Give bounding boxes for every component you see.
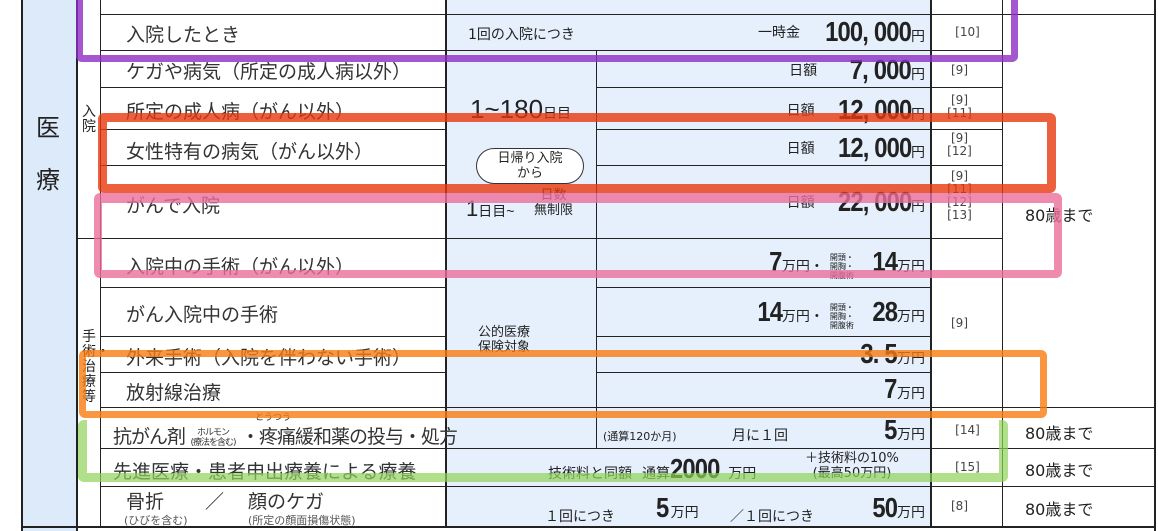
amount-row: 一時金 100, 000円: [758, 16, 925, 48]
amount-prefix: 日額: [786, 141, 815, 157]
reference-code: [9]: [951, 316, 968, 330]
red-highlight-mark: [98, 113, 1056, 193]
period-note: (通算120か月): [603, 430, 677, 443]
reference-code: [10]: [955, 25, 980, 39]
orange-highlight-mark: [79, 350, 1047, 418]
amount-unit: 万円: [781, 309, 810, 325]
amount-prefix: 一時金: [758, 25, 800, 41]
frequency: 月に１回: [732, 428, 788, 444]
pink-highlight-mark: [94, 193, 1062, 278]
amount-value: 28: [872, 296, 898, 327]
amount-row: 7万円: [882, 373, 925, 405]
item-label: 入院したとき: [126, 24, 241, 46]
amount-unit: 円: [911, 199, 925, 215]
item-label: 放射線治療: [126, 382, 222, 404]
item-label: ケガや病気（所定の成人病以外）: [126, 61, 412, 83]
purple-highlight-mark: [76, 0, 1018, 62]
benefit-column: [446, 0, 930, 528]
reference-code: [15]: [955, 460, 980, 474]
item-label: 骨折: [126, 491, 165, 513]
reference-code: [8]: [951, 499, 968, 513]
surgery-note: 開頭・ 開胸・ 開腹術: [829, 303, 854, 330]
amount-unit: 万円: [670, 505, 699, 521]
age-limit: 80歳まで: [1025, 424, 1094, 443]
amount-unit: 円: [911, 29, 925, 45]
amount-value: 5: [884, 414, 898, 445]
amount-unit: 万円: [897, 386, 925, 402]
amount-row: 50万円: [868, 492, 925, 524]
reference-code: [9]: [951, 63, 968, 77]
amount-row: 日額 12, 000円: [787, 132, 925, 164]
ruby: ホルモン: [197, 427, 230, 438]
item-note: (所定の顔面損傷状態): [248, 514, 356, 527]
condition: ／１回につき: [730, 509, 814, 525]
day-trip-badge: 日帰り入院 から: [476, 148, 584, 184]
group-label-hospital: 入院: [82, 104, 96, 135]
section-label: 医療: [36, 114, 60, 194]
reference-code: [9] [12]: [947, 131, 972, 158]
amount-unit: 円: [911, 67, 925, 83]
days-unit: 日目~: [478, 203, 515, 219]
ruby: とうつう: [255, 413, 292, 423]
amount-unit: 円: [911, 145, 925, 161]
amount-row: 5万円: [882, 414, 925, 446]
reference-code: [14]: [955, 423, 980, 437]
item-label: 女性特有の病気（がん以外）: [126, 141, 374, 163]
amount-unit: 万円: [897, 309, 925, 325]
amount-value: 12, 000: [837, 132, 912, 163]
paren-note: 療法を含む: [193, 437, 234, 448]
condition: １回につき: [545, 509, 615, 525]
age-limit: 80歳まで: [1025, 500, 1094, 519]
item-part: ・疼痛緩和薬の投与・処方: [241, 426, 458, 448]
amount-value: 7: [769, 246, 782, 277]
amount-value: 5: [656, 492, 669, 523]
amount-unit: 万円: [897, 427, 925, 443]
item-part: 抗がん剤: [113, 426, 186, 448]
surgery-amount-row: 14万円・開頭・ 開胸・ 開腹術 28万円: [753, 296, 925, 330]
amount-value: 14: [757, 296, 783, 327]
amount-unit: 万円: [897, 505, 925, 521]
amount-value: 7: [884, 373, 898, 404]
green-highlight-mark: [78, 420, 1008, 482]
age-limit: 80歳まで: [1025, 461, 1094, 480]
extra-line: ＋技術料の10%: [805, 451, 899, 466]
item-label: 顔のケガ: [248, 491, 325, 513]
item-label: 抗がん剤 ホルモン (療法を含む) ・疼痛緩和薬の投与・処方: [113, 426, 458, 448]
slash: ／: [205, 491, 225, 513]
item-note: (ひびを含む): [124, 514, 188, 527]
amount-prefix: 日額: [789, 63, 818, 79]
separator: ・: [809, 309, 824, 325]
condition: 1回の入院につき: [468, 27, 575, 43]
amount-value: 100, 000: [825, 16, 912, 47]
amount-value: 50: [872, 492, 898, 523]
item-label: がん入院中の手術: [126, 304, 279, 326]
section-column: [22, 0, 77, 531]
